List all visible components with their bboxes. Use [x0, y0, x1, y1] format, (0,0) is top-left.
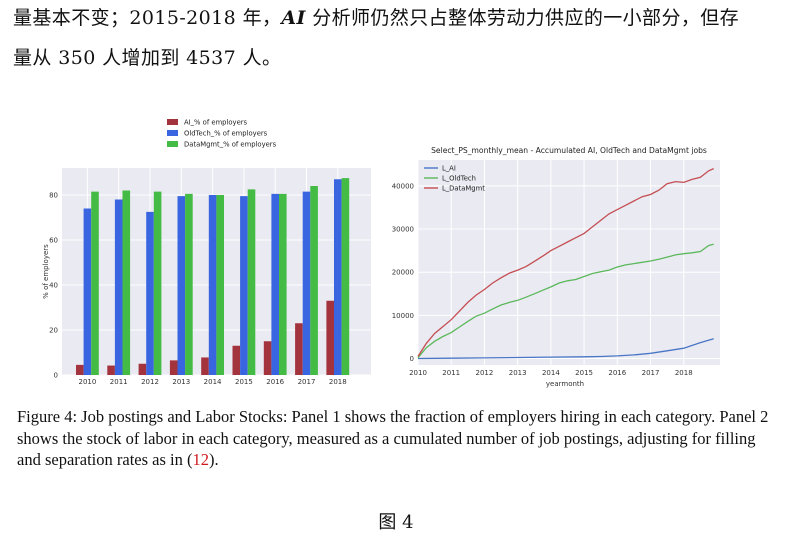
- series-line-l_ai: [417, 338, 714, 360]
- bar-datamgmt-2013: [185, 193, 193, 375]
- y-tick-label: 20000: [392, 269, 414, 277]
- bar-oldtech-2014: [208, 195, 217, 375]
- bar-datamgmt-2012: [153, 191, 162, 375]
- chart-title: Select_PS_monthly_mean - Accumulated AI,…: [431, 146, 707, 155]
- bar-ai-2014: [201, 357, 209, 375]
- bar-ai-2015: [232, 345, 241, 375]
- citation-link[interactable]: 12: [192, 450, 209, 469]
- legend-swatch: [167, 130, 178, 136]
- y-tick-label: 10000: [392, 312, 414, 320]
- bar-oldtech-2015: [240, 196, 248, 375]
- y-axis-label: % of employers: [42, 244, 50, 299]
- legend-label: L_OldTech: [442, 175, 476, 183]
- series-line-l_datamgmt: [417, 168, 714, 357]
- x-tick-label: 2014: [542, 369, 560, 377]
- x-tick-label: 2010: [409, 369, 427, 377]
- bar-datamgmt-2010: [91, 191, 99, 375]
- x-tick-label: 2016: [608, 369, 626, 377]
- y-tick-label: 60: [49, 237, 58, 245]
- figure-caption: Figure 4: Job postings and Labor Stocks:…: [17, 406, 777, 471]
- series-line-l_oldtech: [417, 243, 714, 359]
- x-tick-label: 2018: [675, 369, 693, 377]
- body-text-line-2: 量从 350 人增加到 4537 人。: [13, 47, 282, 69]
- x-tick-label: 2011: [110, 378, 128, 386]
- bar-oldtech-2013: [177, 196, 186, 375]
- x-tick-label: 2016: [266, 378, 284, 386]
- bar-datamgmt-2016: [279, 193, 287, 375]
- bar-datamgmt-2014: [216, 195, 224, 375]
- bar-oldtech-2010: [83, 208, 92, 375]
- y-tick-label: 0: [410, 355, 414, 363]
- bar-ai-2016: [263, 341, 272, 375]
- panel2-line-chart: 0 10000 20000 30000 40000 2010 2011 2012 2013 201…: [392, 146, 720, 388]
- bar-oldtech-2012: [146, 211, 154, 375]
- x-tick-label: 2018: [329, 378, 347, 386]
- figure-number-label: 图 4: [378, 512, 414, 533]
- x-tick-label: 2012: [141, 378, 159, 386]
- bar-oldtech-2018: [334, 179, 342, 375]
- bar-ai-2018: [326, 300, 334, 375]
- bar-ai-2011: [107, 365, 115, 375]
- legend-label: L_AI: [442, 165, 456, 173]
- line1-ai-emphasis: AI: [281, 7, 306, 29]
- body-text-line-1: 量基本不变；2015-2018 年，AI 分析师仍然只占整体劳动力供应的一小部分…: [13, 6, 739, 30]
- legend-label: L_DataMgmt: [442, 185, 485, 193]
- plot-background: [418, 160, 720, 365]
- x-tick-label: 2015: [575, 369, 593, 377]
- x-tick-label: 2014: [204, 378, 222, 386]
- bar-oldtech-2017: [302, 191, 311, 375]
- y-tick-label: 20: [49, 327, 58, 335]
- bar-oldtech-2011: [114, 199, 123, 375]
- caption-text: Figure 4: Job postings and Labor Stocks:…: [17, 407, 769, 469]
- x-tick-label: 2010: [78, 378, 96, 386]
- legend-label: AI_% of employers: [184, 119, 248, 127]
- line1-before: 量基本不变；2015-2018 年，: [13, 7, 282, 29]
- x-tick-label: 2012: [476, 369, 494, 377]
- legend-swatch: [167, 119, 178, 125]
- x-tick-label: 2017: [642, 369, 660, 377]
- x-tick-label: 2013: [509, 369, 527, 377]
- x-tick-label: 2013: [172, 378, 190, 386]
- line1-after: 分析师仍然只占整体劳动力供应的一小部分，但存: [305, 7, 740, 29]
- bar-ai-2012: [138, 363, 147, 375]
- y-tick-label: 40: [49, 282, 58, 290]
- legend-label: DataMgmt_% of employers: [184, 141, 277, 149]
- y-tick-label: 30000: [392, 226, 414, 234]
- bar-ai-2017: [295, 323, 303, 375]
- x-tick-label: 2011: [442, 369, 460, 377]
- x-axis-label: yearmonth: [546, 380, 584, 388]
- y-tick-label: 80: [49, 192, 58, 200]
- x-tick-label: 2015: [235, 378, 253, 386]
- legend-label: OldTech_% of employers: [184, 130, 268, 138]
- bar-datamgmt-2018: [341, 178, 350, 375]
- legend-swatch: [167, 141, 178, 147]
- caption-end: ).: [208, 450, 219, 469]
- y-tick-label: 0: [54, 372, 58, 380]
- bar-datamgmt-2011: [122, 190, 131, 375]
- bar-ai-2013: [169, 360, 178, 375]
- bar-datamgmt-2017: [310, 186, 318, 375]
- bar-oldtech-2016: [271, 193, 279, 375]
- panel1-bar-chart: 0 20 40 60 80 2010 2011 2012 2013 2014 2015 2016 201…: [42, 119, 371, 386]
- bar-datamgmt-2015: [247, 189, 256, 375]
- y-tick-label: 40000: [392, 182, 414, 190]
- x-tick-label: 2017: [298, 378, 316, 386]
- bar-ai-2010: [76, 364, 84, 375]
